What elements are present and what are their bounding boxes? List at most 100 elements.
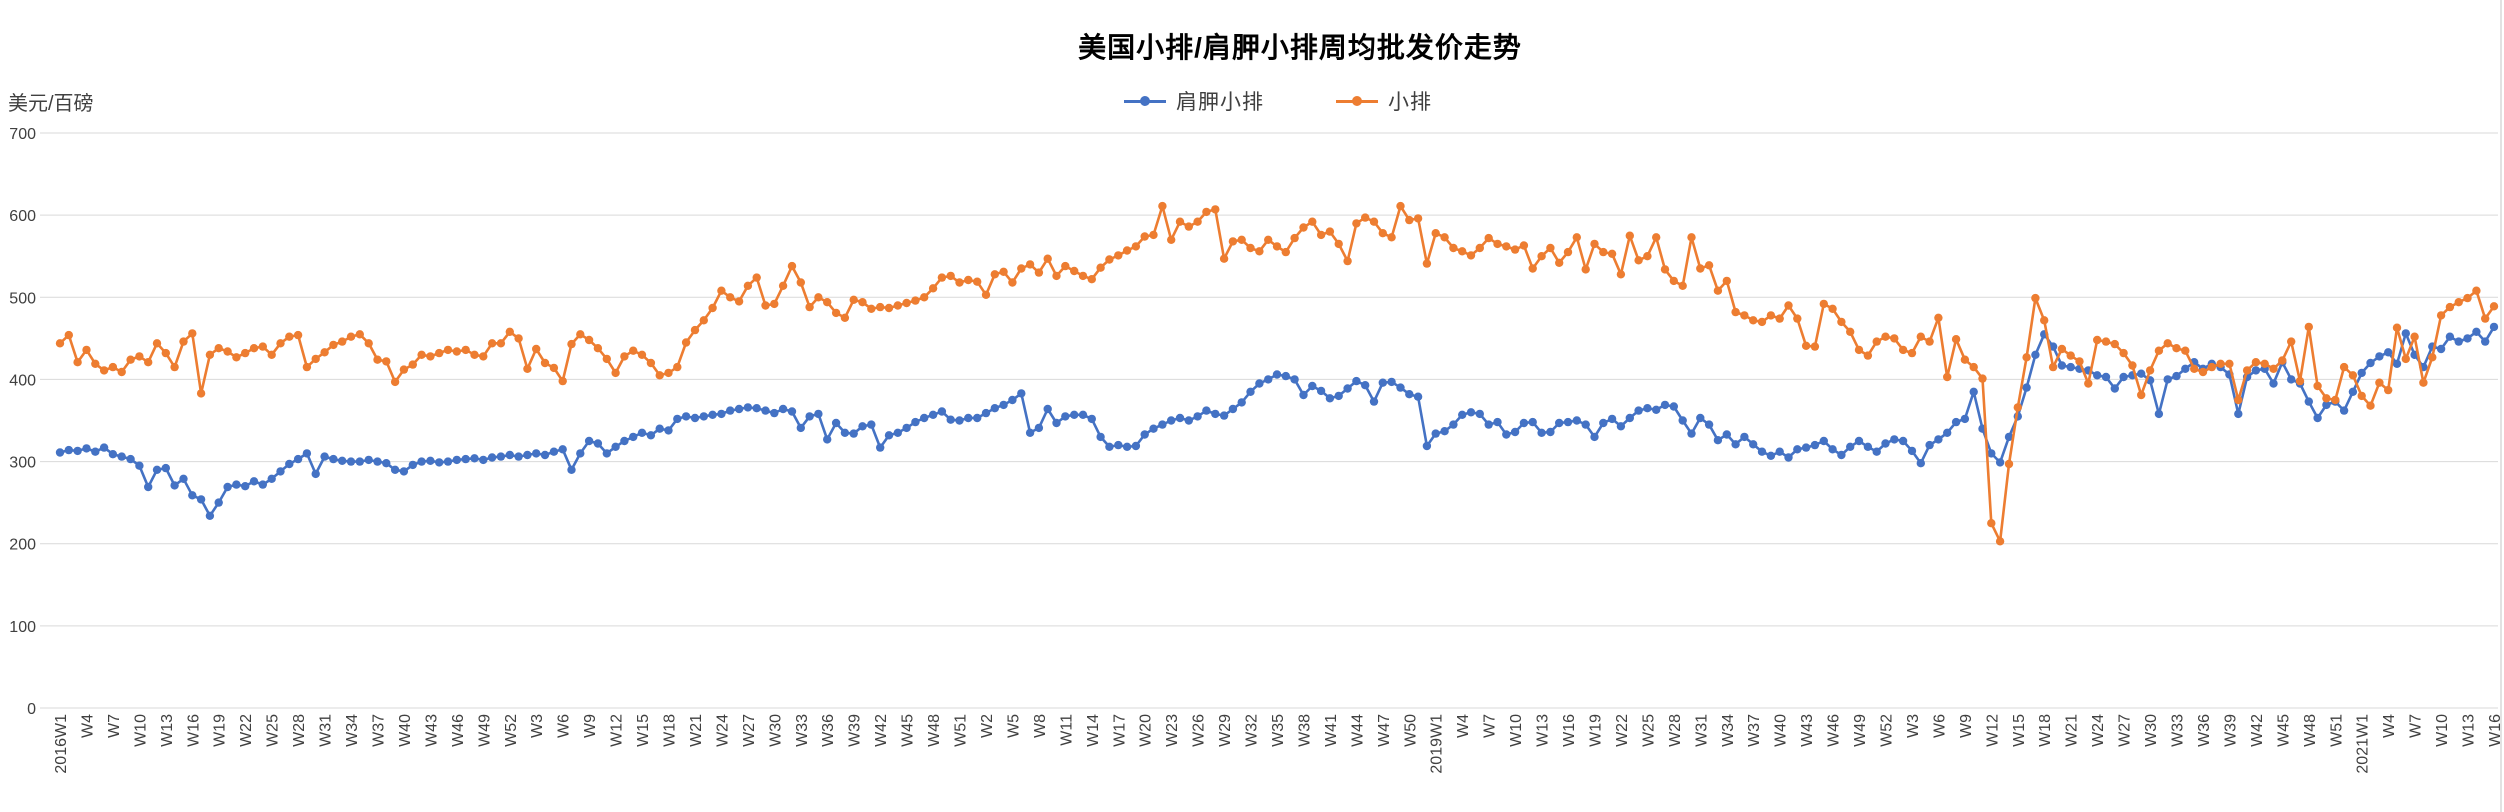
legend-label-ribs: 小排 [1388, 91, 1432, 114]
data-point-marker [1193, 217, 1202, 226]
data-point-marker [708, 303, 717, 313]
data-point-marker [2375, 378, 2384, 387]
data-point-marker [1149, 230, 1158, 240]
data-point-marker [532, 344, 541, 354]
data-point-marker [1184, 416, 1194, 425]
data-point-marker [1440, 427, 1449, 436]
data-point-marker [2445, 302, 2455, 312]
x-tick-label: W18 [662, 714, 679, 747]
data-point-marker [2137, 369, 2146, 378]
data-point-marker [584, 335, 594, 345]
data-point-marker [1272, 242, 1282, 251]
data-point-marker [1175, 217, 1185, 226]
data-point-marker [126, 454, 135, 464]
data-point-marker [311, 354, 320, 364]
data-point-marker [2269, 379, 2278, 388]
data-point-marker [329, 454, 338, 464]
data-point-marker [487, 339, 497, 348]
x-tick-label: W35 [1270, 714, 1287, 747]
data-point-marker [179, 474, 188, 483]
data-point-marker [364, 339, 373, 348]
data-point-marker [884, 303, 894, 313]
data-point-marker [311, 469, 320, 479]
data-point-marker [1431, 229, 1440, 238]
data-point-marker [1546, 243, 1555, 253]
data-point-marker [73, 358, 82, 367]
data-point-marker [108, 450, 118, 459]
data-point-marker [2287, 375, 2296, 384]
x-tick-label: W10 [2434, 714, 2451, 747]
data-point-marker [2048, 342, 2058, 351]
x-tick-label: W34 [344, 714, 361, 747]
y-tick-label: 200 [9, 537, 36, 554]
data-point-marker [990, 270, 999, 279]
data-point-marker [611, 368, 620, 378]
data-point-marker [1625, 231, 1635, 240]
x-tick-label: W10 [132, 714, 149, 747]
data-point-marker [2313, 413, 2322, 423]
data-point-marker [1025, 428, 1035, 437]
data-point-marker [2304, 397, 2313, 406]
data-point-marker [1757, 317, 1767, 327]
data-point-marker [1660, 265, 1670, 274]
data-point-marker [1175, 413, 1185, 423]
legend-item-shoulder[interactable]: 肩胛小排 [1124, 86, 1264, 116]
data-point-marker [1546, 427, 1555, 437]
data-point-marker [1854, 436, 1864, 446]
data-point-marker [1599, 247, 1608, 257]
data-point-marker [2234, 409, 2243, 419]
data-point-marker [1281, 371, 1291, 381]
data-point-marker [1458, 410, 1467, 419]
data-point-marker [1634, 256, 1643, 265]
data-point-marker [1122, 246, 1132, 255]
data-point-marker [338, 456, 347, 465]
data-point-marker [1131, 441, 1141, 451]
data-point-marker [82, 345, 91, 355]
data-point-marker [1466, 408, 1476, 417]
data-point-marker [232, 480, 241, 489]
legend-label-shoulder: 肩胛小排 [1176, 91, 1264, 114]
data-point-marker [1352, 376, 1361, 386]
x-tick-label: W51 [953, 714, 970, 747]
data-point-marker [241, 348, 250, 358]
data-point-marker [1167, 416, 1176, 425]
data-point-marker [558, 445, 567, 454]
data-point-marker [1766, 311, 1776, 320]
data-point-marker [928, 410, 938, 419]
data-point-marker [1881, 439, 1890, 448]
data-point-marker [1378, 229, 1388, 238]
chart-title: 美国小排/肩胛小排周均批发价走势 [1078, 32, 1522, 63]
data-point-marker [2066, 362, 2075, 372]
data-point-marker [1316, 230, 1326, 240]
legend-item-ribs[interactable]: 小排 [1336, 86, 1432, 116]
legend-line-dot-icon [1336, 99, 1378, 103]
data-point-marker [2154, 346, 2164, 355]
data-point-marker [2013, 403, 2023, 412]
x-tick-label: W24 [2090, 714, 2107, 747]
data-point-marker [1863, 351, 1873, 360]
x-tick-label: W21 [2064, 714, 2081, 747]
data-point-marker [1316, 386, 1326, 396]
x-tick-label: W23 [1164, 714, 1181, 747]
data-point-marker [2101, 337, 2111, 346]
data-point-marker [1696, 413, 1705, 423]
data-point-marker [558, 376, 567, 386]
data-point-marker [382, 459, 391, 468]
x-tick-label: W3 [529, 714, 546, 738]
data-point-marker [902, 298, 911, 308]
data-point-marker [1987, 519, 1996, 528]
x-tick-label: W27 [2117, 714, 2134, 747]
data-point-marker [2428, 353, 2437, 362]
data-point-marker [823, 435, 832, 444]
data-point-marker [2093, 371, 2102, 380]
data-point-marker [2339, 406, 2349, 415]
data-point-marker [1219, 254, 1229, 263]
x-tick-label: W8 [1032, 714, 1049, 738]
data-point-marker [1749, 316, 1758, 325]
x-tick-label: W39 [847, 714, 864, 747]
data-point-marker [99, 443, 109, 452]
data-point-marker [1995, 458, 2005, 467]
data-point-marker [593, 344, 603, 353]
data-point-marker [1061, 412, 1070, 421]
